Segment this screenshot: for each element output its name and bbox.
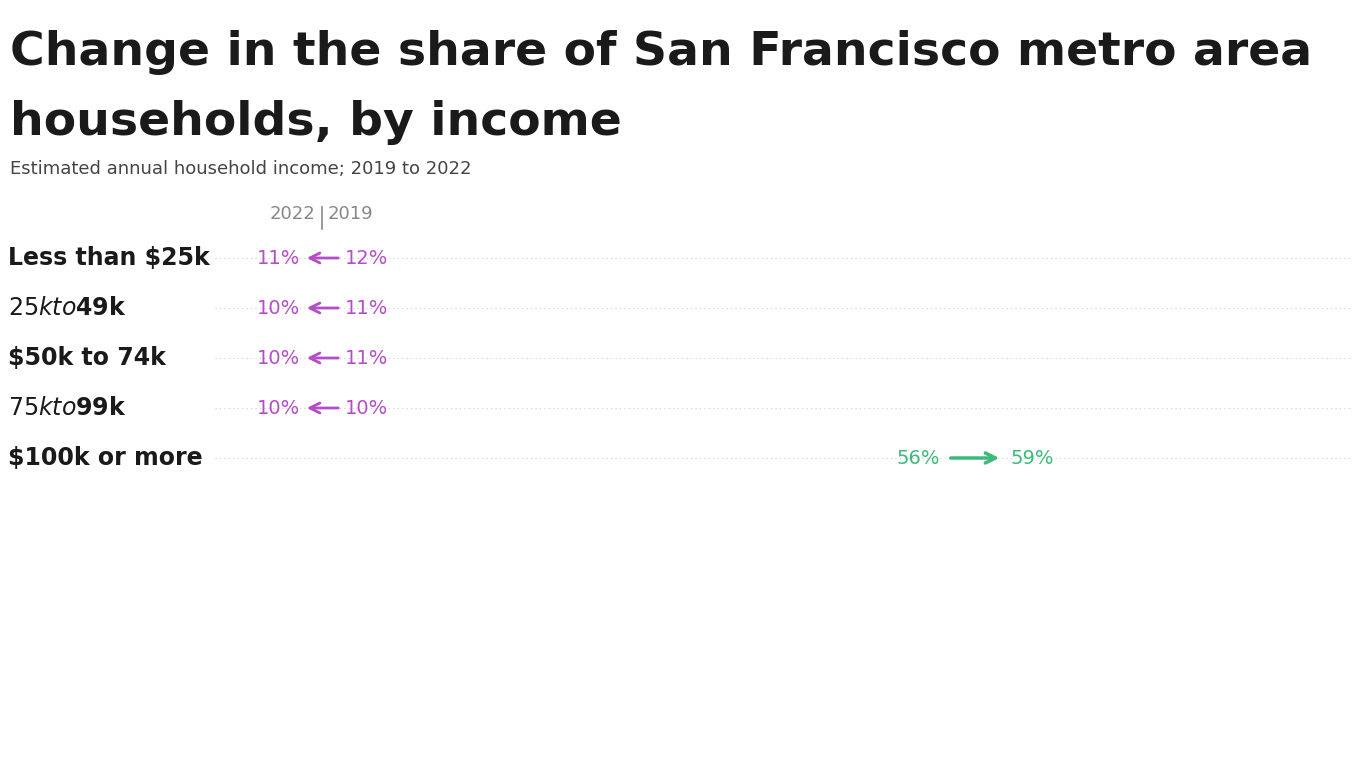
Text: 10%: 10% — [257, 299, 301, 317]
Text: 56%: 56% — [896, 449, 940, 468]
Text: $25k to $49k: $25k to $49k — [8, 296, 127, 320]
Text: households, by income: households, by income — [10, 100, 622, 145]
Text: $75k to $99k: $75k to $99k — [8, 396, 127, 420]
Text: $100k or more: $100k or more — [8, 446, 202, 470]
Text: 10%: 10% — [257, 349, 301, 368]
Text: Change in the share of San Francisco metro area: Change in the share of San Francisco met… — [10, 30, 1313, 75]
Text: 59%: 59% — [1009, 449, 1053, 468]
Text: Estimated annual household income; 2019 to 2022: Estimated annual household income; 2019 … — [10, 160, 471, 178]
Text: 2022: 2022 — [269, 205, 316, 223]
Text: 11%: 11% — [346, 299, 388, 317]
Text: 11%: 11% — [346, 349, 388, 368]
Text: 11%: 11% — [257, 249, 301, 267]
Text: $50k to 74k: $50k to 74k — [8, 346, 165, 370]
Text: 10%: 10% — [257, 399, 301, 418]
Text: 12%: 12% — [346, 249, 388, 267]
Text: 2019: 2019 — [328, 205, 374, 223]
Text: Less than $25k: Less than $25k — [8, 246, 210, 270]
Text: 10%: 10% — [346, 399, 388, 418]
